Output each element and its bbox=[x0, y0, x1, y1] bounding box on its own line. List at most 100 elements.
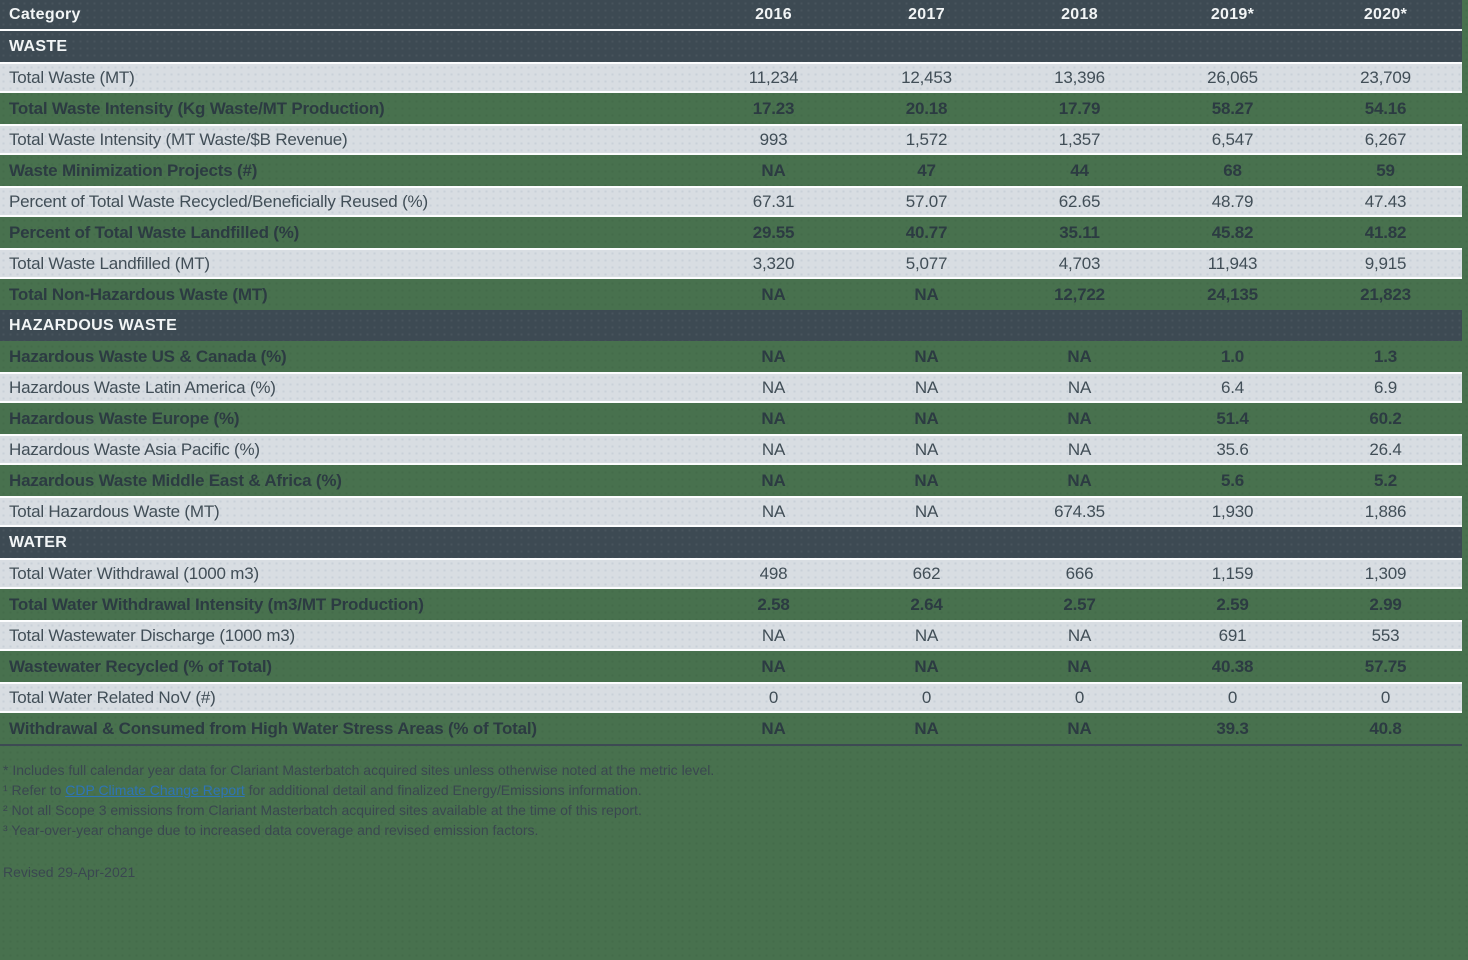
row-value: NA bbox=[1067, 470, 1092, 490]
row-value: NA bbox=[761, 284, 786, 304]
row-value: 20.18 bbox=[905, 98, 948, 118]
column-header-category: Category bbox=[9, 5, 81, 23]
row-label: Hazardous Waste Middle East & Africa (%) bbox=[9, 470, 342, 490]
section-title: HAZARDOUS WASTE bbox=[9, 316, 178, 334]
row-value: 1,357 bbox=[1058, 129, 1101, 149]
footnote-text: ³ Year-over-year change due to increased… bbox=[3, 822, 539, 838]
row-value: 57.07 bbox=[905, 191, 948, 211]
table-row: Hazardous Waste Asia Pacific (%) NA NA N… bbox=[0, 434, 1462, 465]
footnote-text: for additional detail and finalized Ener… bbox=[244, 782, 642, 798]
row-value: NA bbox=[914, 656, 939, 676]
row-value: 2.64 bbox=[910, 594, 943, 614]
row-value: 3,320 bbox=[752, 253, 795, 273]
row-value: 666 bbox=[1065, 563, 1094, 583]
table-row: Total Waste Landfilled (MT) 3,320 5,077 … bbox=[0, 248, 1462, 279]
row-value: 41.82 bbox=[1364, 222, 1407, 242]
row-value: NA bbox=[914, 625, 939, 645]
row-value: 21,823 bbox=[1360, 284, 1411, 304]
row-label: Total Waste Intensity (Kg Waste/MT Produ… bbox=[9, 98, 385, 118]
row-value: 40.8 bbox=[1369, 718, 1402, 738]
row-label: Total Water Withdrawal Intensity (m3/MT … bbox=[9, 594, 424, 614]
row-value: NA bbox=[1067, 718, 1092, 738]
row-value: 26,065 bbox=[1207, 67, 1258, 87]
footnote-text: * Includes full calendar year data for C… bbox=[3, 762, 715, 778]
row-value: 0 bbox=[921, 687, 932, 707]
section-title: WATER bbox=[9, 533, 68, 551]
row-value: 1,930 bbox=[1211, 501, 1254, 521]
row-value: 1,309 bbox=[1364, 563, 1407, 583]
row-label: Hazardous Waste Latin America (%) bbox=[9, 377, 276, 397]
row-label: Total Water Withdrawal (1000 m3) bbox=[9, 563, 259, 583]
row-value: NA bbox=[914, 377, 939, 397]
row-value: NA bbox=[761, 718, 786, 738]
row-value: NA bbox=[761, 408, 786, 428]
footnote-text: ¹ Refer to bbox=[3, 782, 66, 798]
section-header-row: WATER bbox=[0, 527, 1462, 558]
row-value: 12,453 bbox=[901, 67, 952, 87]
row-value: NA bbox=[914, 501, 939, 521]
row-value: 2.58 bbox=[757, 594, 790, 614]
table-row: Total Water Withdrawal Intensity (m3/MT … bbox=[0, 589, 1462, 620]
table-row: Hazardous Waste Europe (%) NA NA NA 51.4… bbox=[0, 403, 1462, 434]
row-value: 17.23 bbox=[752, 98, 795, 118]
cdp-climate-change-report-link[interactable]: CDP Climate Change Report bbox=[65, 782, 245, 798]
table-row: Hazardous Waste Latin America (%) NA NA … bbox=[0, 372, 1462, 403]
row-value: 11,234 bbox=[748, 67, 799, 87]
row-label: Total Waste Landfilled (MT) bbox=[9, 253, 210, 273]
row-value: 6.9 bbox=[1373, 377, 1398, 397]
row-value: 6.4 bbox=[1220, 377, 1245, 397]
row-value: NA bbox=[761, 625, 786, 645]
footnote-text: ² Not all Scope 3 emissions from Clarian… bbox=[3, 802, 642, 818]
row-value: 691 bbox=[1218, 625, 1247, 645]
row-value: 9,915 bbox=[1364, 253, 1407, 273]
row-value: NA bbox=[761, 439, 786, 459]
row-value: NA bbox=[761, 470, 786, 490]
row-value: 23,709 bbox=[1360, 67, 1411, 87]
footnote-asterisk: * Includes full calendar year data for C… bbox=[3, 760, 1468, 780]
row-label: Percent of Total Waste Landfilled (%) bbox=[9, 222, 300, 242]
row-value: 0 bbox=[1074, 687, 1085, 707]
row-label: Waste Minimization Projects (#) bbox=[9, 160, 258, 180]
table-row: Wastewater Recycled (% of Total) NA NA N… bbox=[0, 651, 1462, 682]
table-row: Total Waste Intensity (MT Waste/$B Reven… bbox=[0, 124, 1462, 155]
row-value: 35.11 bbox=[1059, 222, 1100, 242]
table-row: Hazardous Waste US & Canada (%) NA NA NA… bbox=[0, 341, 1462, 372]
table-header-row: Category 2016 2017 2018 2019* 2020* bbox=[0, 0, 1462, 31]
footnote-3: ³ Year-over-year change due to increased… bbox=[3, 820, 1468, 840]
row-value: NA bbox=[761, 501, 786, 521]
row-value: 993 bbox=[759, 129, 788, 149]
row-value: 39.3 bbox=[1216, 718, 1249, 738]
row-value: 45.82 bbox=[1211, 222, 1254, 242]
column-header-2016: 2016 bbox=[755, 5, 792, 23]
section-header-row: WASTE bbox=[0, 31, 1462, 62]
table-row: Total Water Withdrawal (1000 m3) 498 662… bbox=[0, 558, 1462, 589]
row-value: 498 bbox=[759, 563, 788, 583]
row-value: 5,077 bbox=[905, 253, 948, 273]
table-row: Total Hazardous Waste (MT) NA NA 674.35 … bbox=[0, 496, 1462, 527]
table-row: Total Waste Intensity (Kg Waste/MT Produ… bbox=[0, 93, 1462, 124]
row-value: 67.31 bbox=[752, 191, 795, 211]
row-value: NA bbox=[1067, 346, 1092, 366]
table-row: Total Non-Hazardous Waste (MT) NA NA 12,… bbox=[0, 279, 1462, 310]
revised-date: Revised 29-Apr-2021 bbox=[3, 864, 136, 880]
table-body: WASTE Total Waste (MT) 11,234 12,453 13,… bbox=[0, 31, 1462, 744]
row-value: 26.4 bbox=[1369, 439, 1402, 459]
section-title: WASTE bbox=[9, 37, 68, 55]
column-header-2018: 2018 bbox=[1061, 5, 1098, 23]
row-value: 5.2 bbox=[1373, 470, 1398, 490]
row-label: Wastewater Recycled (% of Total) bbox=[9, 656, 272, 676]
row-value: 44 bbox=[1070, 160, 1089, 180]
row-value: NA bbox=[761, 377, 786, 397]
footnotes: * Includes full calendar year data for C… bbox=[3, 760, 1468, 840]
row-value: NA bbox=[761, 656, 786, 676]
row-value: NA bbox=[914, 408, 939, 428]
row-value: 2.59 bbox=[1216, 594, 1249, 614]
row-value: NA bbox=[1067, 625, 1092, 645]
row-label: Hazardous Waste Asia Pacific (%) bbox=[9, 439, 260, 459]
table-row: Waste Minimization Projects (#) NA 47 44… bbox=[0, 155, 1462, 186]
row-value: NA bbox=[1067, 408, 1092, 428]
row-value: NA bbox=[914, 439, 939, 459]
row-label: Total Hazardous Waste (MT) bbox=[9, 501, 220, 521]
table-row: Total Waste (MT) 11,234 12,453 13,396 26… bbox=[0, 62, 1462, 93]
row-value: NA bbox=[761, 160, 786, 180]
